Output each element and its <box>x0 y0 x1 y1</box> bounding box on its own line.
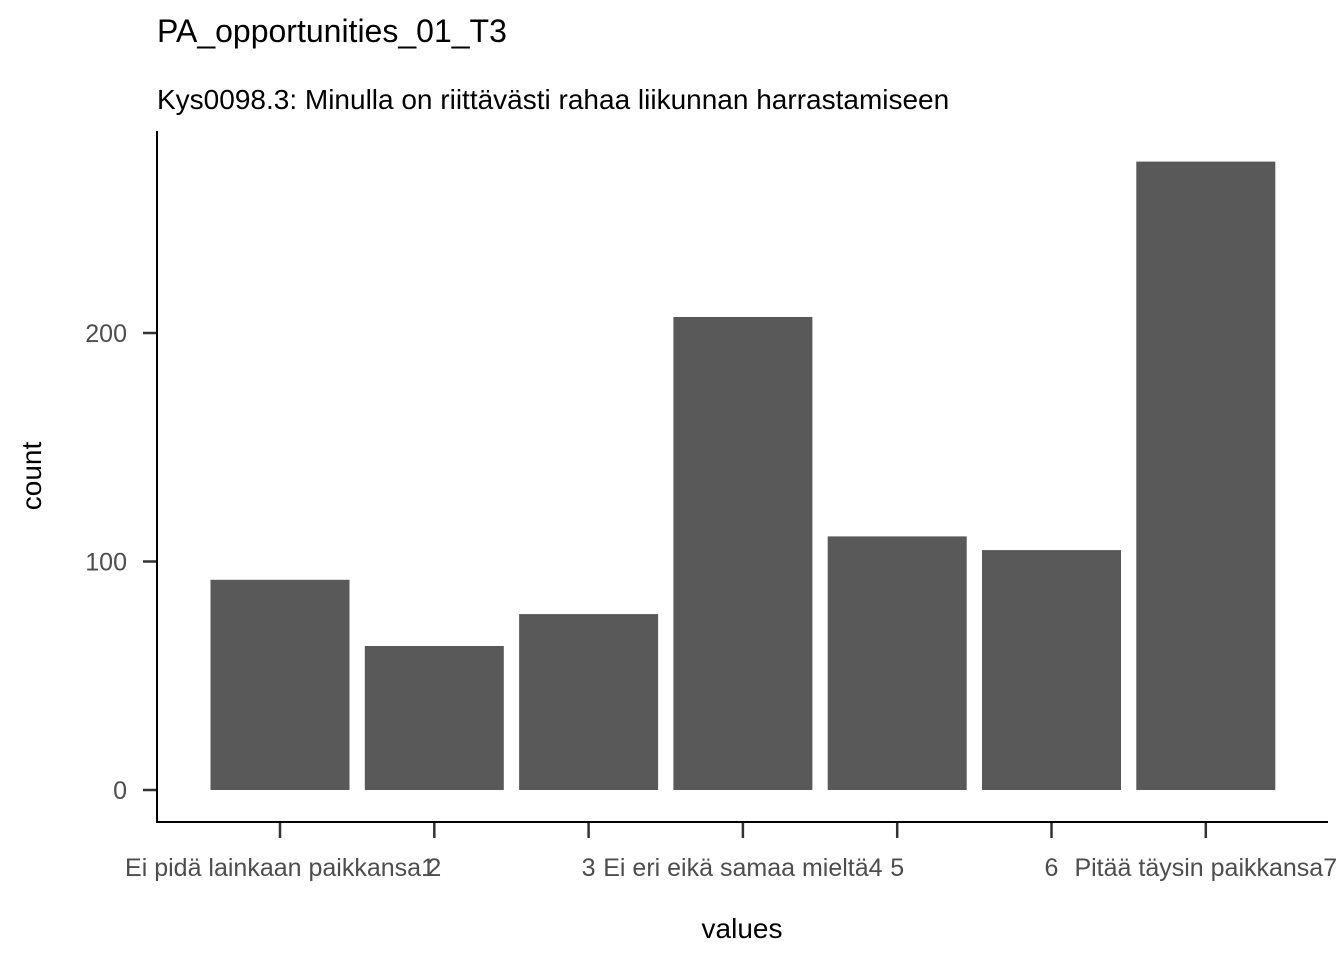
chart-subtitle: Kys0098.3: Minulla on riittävästi rahaa … <box>157 84 949 115</box>
x-tick-label: 6 <box>1045 854 1059 882</box>
x-tick-label: Pitää täysin paikkansa7 <box>1074 854 1337 882</box>
x-tick-label: 2 <box>427 854 441 882</box>
bar <box>364 646 504 790</box>
y-tick-label: 0 <box>113 777 127 805</box>
y-tick-label: 200 <box>85 320 127 348</box>
x-tick-label: 3 <box>582 854 596 882</box>
x-tick-label: 5 <box>890 854 904 882</box>
bar <box>982 550 1121 790</box>
bars-group <box>210 161 1276 791</box>
y-axis-ticks: 0 100 200 <box>85 320 157 805</box>
bar <box>519 614 659 790</box>
bar <box>827 536 967 790</box>
x-axis-title: values <box>702 913 783 944</box>
x-tick-label: Ei eri eikä samaa mieltä4 <box>603 854 882 882</box>
y-tick-label: 100 <box>85 549 127 577</box>
y-axis-title: count <box>16 442 47 511</box>
x-tick-label: Ei pidä lainkaan paikkansa1 <box>125 854 435 882</box>
bar <box>673 317 813 790</box>
bar <box>210 579 350 790</box>
bar <box>1136 161 1276 791</box>
chart-title: PA_opportunities_01_T3 <box>157 13 507 49</box>
